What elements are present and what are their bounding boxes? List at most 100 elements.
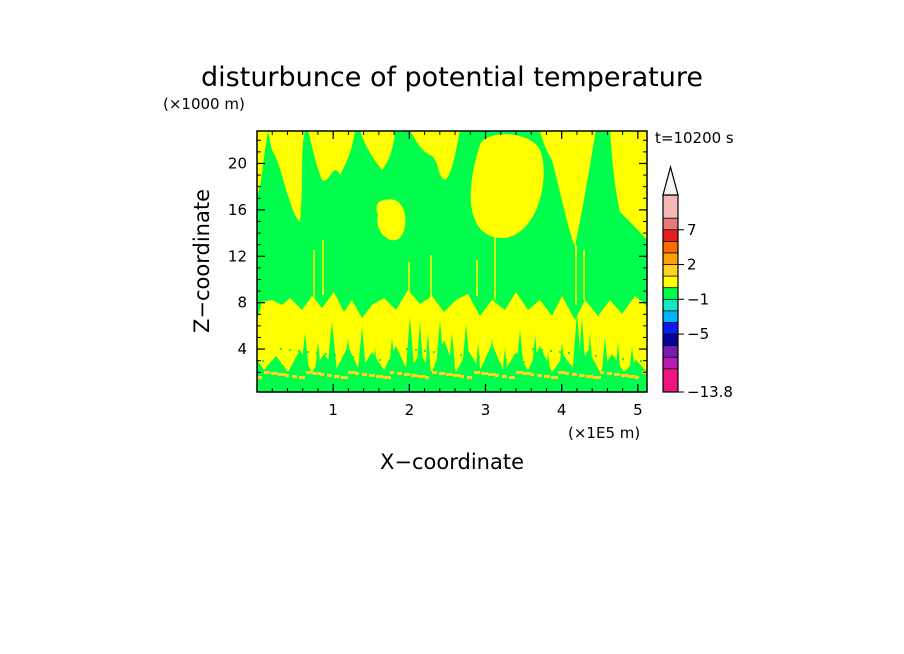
warm-patch: [614, 373, 620, 376]
negative-patch: [352, 356, 354, 358]
negative-patch: [640, 360, 642, 362]
colorbar-level: [663, 241, 678, 254]
warm-patch: [460, 375, 464, 378]
negative-patch: [370, 358, 372, 360]
streak: [430, 255, 432, 298]
negative-plume: [514, 330, 526, 392]
negative-patch: [496, 358, 498, 360]
warm-patch: [530, 373, 534, 376]
warm-patch: [369, 374, 375, 377]
negative-patch: [271, 385, 274, 388]
warm-patch: [334, 375, 340, 378]
negative-patch: [361, 357, 363, 359]
negative-patch: [546, 383, 549, 386]
negative-patch: [260, 384, 263, 387]
warm-patch: [446, 373, 453, 376]
colorbar-level: [663, 299, 678, 312]
negative-patch: [550, 350, 552, 352]
x-unit-label: (×1E5 m): [568, 424, 640, 442]
colorbar-level: [663, 357, 678, 370]
positive-region: [268, 131, 305, 222]
negative-plume: [530, 334, 540, 392]
negative-patch: [316, 352, 318, 354]
warm-patch: [628, 375, 636, 378]
negative-patch: [601, 388, 604, 391]
y-tick-label: 4: [237, 340, 247, 358]
colorbar-level: [663, 195, 678, 207]
y-tick-label: 20: [228, 154, 247, 172]
colorbar-level: [663, 276, 678, 289]
negative-patch: [392, 387, 395, 390]
colorbar-label: −1: [687, 290, 709, 308]
warm-patch: [523, 372, 531, 375]
lower-positive-band: [257, 290, 647, 372]
negative-patch: [325, 353, 327, 355]
colorbar-label: −5: [687, 325, 709, 343]
negative-patch: [513, 380, 516, 383]
negative-plume: [371, 347, 379, 392]
negative-patch: [622, 358, 624, 360]
negative-patch: [559, 351, 561, 353]
negative-patch: [379, 359, 381, 361]
negative-patch: [304, 388, 307, 391]
negative-patch: [604, 356, 606, 358]
warm-patch: [348, 371, 356, 374]
x-axis-ticks: 1 2 3 4 5: [271, 131, 643, 419]
negative-patch: [262, 360, 264, 362]
warm-patch: [327, 374, 332, 377]
negative-patch: [532, 348, 534, 350]
negative-patch: [433, 351, 435, 353]
warm-patch: [488, 373, 496, 376]
warm-patch: [362, 373, 367, 376]
negative-patch: [289, 349, 291, 351]
negative-patch: [326, 381, 329, 384]
negative-patch: [505, 359, 507, 361]
negative-patch: [282, 386, 285, 389]
y-axis-ticks: 4 8 12 16 20: [228, 139, 647, 373]
positive-region: [470, 134, 544, 239]
negative-patch: [298, 350, 300, 352]
warm-patch: [390, 371, 394, 374]
negative-patch: [535, 382, 538, 385]
x-tick-label: 2: [405, 401, 415, 419]
negative-patch: [478, 356, 480, 358]
colorbar-level: [663, 380, 678, 393]
warm-patch: [551, 376, 558, 379]
warm-patch: [418, 375, 426, 378]
warm-patch: [509, 376, 515, 379]
colorbar-level: [663, 368, 678, 381]
negative-patch: [612, 380, 615, 383]
negative-patch: [634, 382, 637, 385]
positive-region: [410, 131, 460, 180]
negative-patch: [436, 382, 439, 385]
warm-patch: [341, 376, 348, 379]
negative-patch: [343, 355, 345, 357]
negative-plume: [600, 337, 610, 392]
colorbar-extend-arrow: [662, 164, 679, 196]
streak: [322, 240, 324, 295]
warm-patch: [292, 375, 297, 378]
warm-patch: [313, 372, 321, 375]
warm-patch: [439, 372, 445, 375]
negative-patch: [514, 360, 516, 362]
negative-plume: [577, 317, 587, 392]
negative-patch: [359, 384, 362, 387]
y-tick-label: 8: [237, 294, 247, 312]
colorbar-level: [663, 322, 678, 335]
colorbar-level: [663, 229, 678, 242]
negative-patch: [397, 361, 399, 363]
negative-patch: [577, 353, 579, 355]
warm-patch: [586, 375, 593, 378]
warm-patch: [544, 375, 550, 378]
contour-field: [257, 131, 647, 392]
negative-patch: [315, 380, 318, 383]
negative-patch: [557, 384, 560, 387]
x-tick-label: 3: [481, 401, 491, 419]
x-tick-label: 1: [328, 401, 338, 419]
warm-patch: [579, 374, 585, 377]
negative-patch: [460, 354, 462, 356]
negative-patch: [424, 350, 426, 352]
colorbar-level: [663, 345, 678, 358]
negative-plume: [557, 342, 567, 392]
